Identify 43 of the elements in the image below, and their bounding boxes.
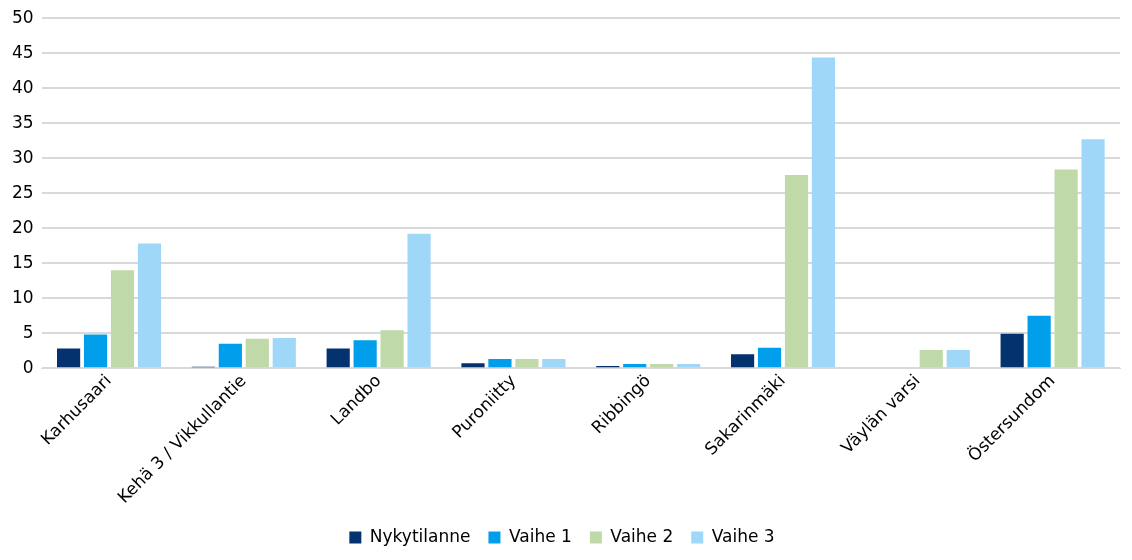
bar	[380, 330, 404, 368]
bar	[730, 354, 755, 368]
bar	[811, 57, 836, 368]
y-tick-label: 30	[11, 146, 34, 167]
bar	[272, 338, 296, 368]
bar	[326, 348, 350, 368]
bar	[757, 347, 782, 368]
y-tick-label: 20	[11, 216, 34, 237]
bar	[1054, 169, 1078, 368]
y-tick-label: 5	[22, 321, 34, 342]
bar	[1027, 315, 1051, 368]
bar	[784, 174, 809, 368]
legend-label: Vaihe 1	[508, 525, 572, 546]
y-tick-label: 15	[11, 251, 34, 272]
bar	[1000, 333, 1024, 368]
bar	[461, 363, 485, 368]
bar	[650, 363, 674, 368]
legend-label: Nykytilanne	[369, 525, 471, 546]
bar	[110, 270, 135, 368]
bar	[407, 233, 431, 368]
bar	[919, 349, 943, 368]
legend-label: Vaihe 3	[711, 525, 775, 546]
bar	[57, 348, 81, 368]
y-tick-label: 25	[11, 181, 34, 202]
y-tick-label: 0	[22, 356, 34, 377]
y-tick-label: 50	[11, 6, 34, 27]
bar	[623, 363, 647, 368]
bar	[137, 243, 162, 368]
bar	[245, 338, 269, 368]
y-tick-label: 45	[11, 41, 34, 62]
bar	[515, 359, 539, 368]
y-tick-label: 10	[11, 286, 34, 307]
bar	[488, 359, 512, 368]
legend-label: Vaihe 2	[610, 525, 674, 546]
y-tick-label: 35	[11, 111, 34, 132]
bar	[677, 363, 701, 368]
bar	[218, 343, 242, 368]
bar	[542, 359, 566, 368]
bar	[83, 334, 108, 368]
bar	[946, 349, 970, 368]
bar	[1081, 139, 1105, 368]
bar	[353, 340, 377, 368]
y-tick-label: 40	[11, 76, 34, 97]
